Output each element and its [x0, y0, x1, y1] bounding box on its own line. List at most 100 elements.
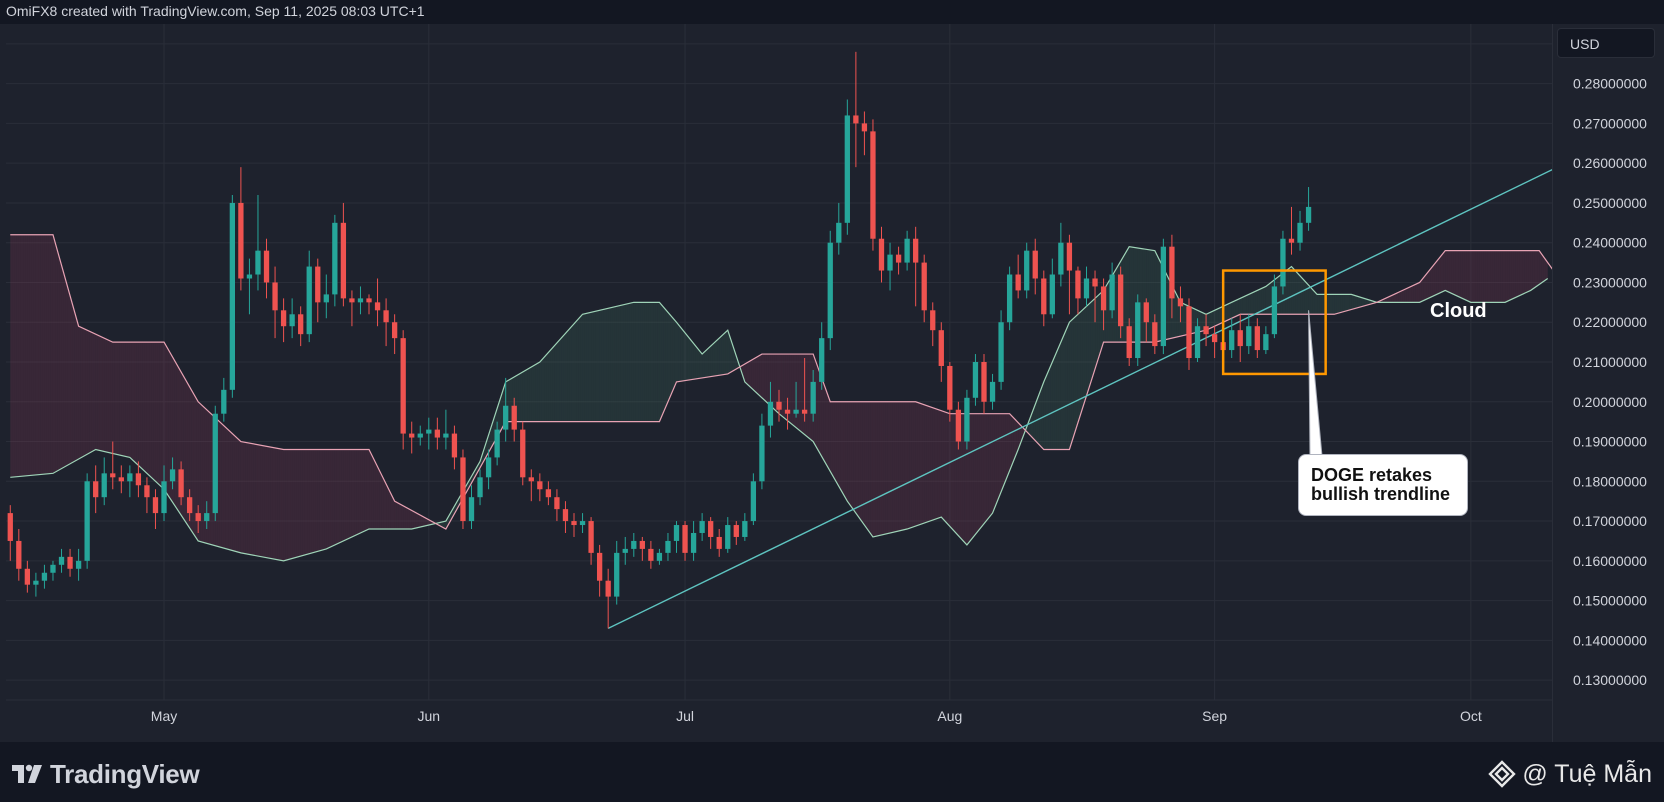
- cloud-fill-segment: [657, 302, 660, 422]
- cloud-fill-segment: [140, 342, 143, 470]
- cloud-fill-segment: [225, 427, 229, 550]
- cloud-fill-segment: [1235, 299, 1239, 317]
- cloud-fill-segment: [1528, 250, 1531, 292]
- cloud-fill-segment: [59, 257, 62, 470]
- currency-selector[interactable]: USD: [1557, 28, 1655, 58]
- cloud-fill-segment: [65, 280, 68, 467]
- cloud-fill-segment: [960, 413, 963, 541]
- cloud-fill-segment: [723, 332, 726, 375]
- cloud-fill-segment: [954, 413, 957, 534]
- cloud-fill-segment: [539, 359, 542, 422]
- candle-body-up: [614, 552, 620, 597]
- cloud-fill-segment: [1114, 268, 1117, 343]
- tradingview-logo[interactable]: TradingView: [10, 758, 200, 790]
- cloud-fill-segment: [292, 449, 295, 559]
- candle-body-down: [434, 429, 440, 438]
- cloud-fill-segment: [717, 338, 720, 376]
- cloud-fill-segment: [1150, 249, 1153, 343]
- cloud-fill-segment: [97, 335, 100, 451]
- cloud-fill-segment: [1408, 286, 1412, 303]
- cloud-fill-segment: [168, 349, 171, 499]
- candle-body-down: [870, 131, 876, 239]
- cloud-fill-segment: [1208, 312, 1211, 330]
- cloud-fill-segment: [1058, 342, 1061, 450]
- candle-body-down: [537, 481, 543, 490]
- y-tick-label: 0.28000000: [1573, 76, 1647, 92]
- cloud-fill-segment: [939, 409, 942, 518]
- candle-body-up: [323, 294, 329, 303]
- cloud-fill-segment: [1052, 357, 1055, 450]
- cloud-fill-segment: [552, 345, 555, 422]
- cloud-fill-segment: [779, 354, 782, 416]
- cloud-fill-segment: [879, 401, 882, 536]
- candle-body-down: [1254, 326, 1260, 351]
- cloud-fill-segment: [1496, 250, 1499, 303]
- candlestick-chart[interactable]: May Jun Jul Aug Sep Oct: [6, 24, 1552, 742]
- cloud-fill-segment: [620, 304, 624, 422]
- cloud-fill-segment: [1011, 415, 1014, 466]
- cloud-fill-segment: [966, 413, 970, 545]
- candle-body-down: [178, 469, 184, 498]
- candle-body-up: [212, 413, 218, 514]
- cloud-fill-segment: [117, 342, 120, 455]
- cloud-fill-segment: [1063, 332, 1066, 450]
- y-tick-label: 0.19000000: [1573, 434, 1647, 450]
- cloud-fill-segment: [418, 513, 421, 528]
- cloud-fill-segment: [574, 321, 577, 422]
- cloud-fill-segment: [354, 449, 357, 536]
- cloud-fill-segment: [304, 449, 308, 555]
- cloud-fill-segment: [247, 442, 250, 555]
- candle-body-down: [947, 365, 953, 410]
- cloud-fill-segment: [1436, 258, 1439, 295]
- cloud-fill-segment: [420, 515, 423, 528]
- cloud-fill-segment: [1361, 297, 1365, 307]
- candle-body-up: [827, 242, 833, 339]
- cloud-fill-segment: [561, 335, 564, 422]
- price-axis-ticks: 0.290000000.280000000.270000000.26000000…: [1573, 36, 1647, 688]
- cloud-fill-segment: [676, 322, 679, 382]
- cloud-fill-segment: [40, 234, 43, 475]
- candle-body-down: [861, 123, 868, 132]
- cloud-fill-segment: [189, 386, 192, 532]
- cloud-fill-segment: [864, 401, 867, 529]
- cloud-fill-segment: [1347, 294, 1350, 311]
- footer-bar: [0, 742, 1664, 802]
- cloud-fill-segment: [347, 449, 350, 539]
- cloud-fill-segment: [761, 354, 765, 400]
- cloud-fill-segment: [1534, 250, 1538, 288]
- cloud-fill-segment: [544, 354, 547, 422]
- cloud-fill-segment: [1050, 362, 1053, 450]
- cloud-fill-segment: [334, 449, 337, 545]
- candle-body-up: [332, 222, 338, 295]
- cloud-fill-segment: [898, 401, 901, 531]
- cloud-fill-segment: [828, 395, 831, 472]
- cloud-fill-segment: [851, 401, 854, 511]
- candle-body-down: [135, 473, 142, 486]
- cloud-fill-segment: [424, 517, 427, 527]
- cloud-fill-segment: [217, 419, 220, 547]
- cloud-fill-segment: [396, 502, 399, 530]
- chart-area[interactable]: May Jun Jul Aug Sep Oct: [6, 24, 1552, 742]
- cloud-fill-segment: [1041, 381, 1044, 450]
- candle-body-down: [7, 513, 13, 541]
- cloud-fill-segment: [593, 311, 596, 422]
- y-tick-label: 0.17000000: [1573, 513, 1647, 529]
- cloud-fill-segment: [484, 441, 487, 460]
- cloud-fill-segment: [1387, 296, 1390, 303]
- x-tick-label-oct: Oct: [1460, 708, 1482, 724]
- cloud-fill-segment: [1043, 376, 1046, 450]
- cloud-fill-segment: [597, 310, 600, 422]
- cloud-fill-segment: [164, 342, 167, 493]
- cloud-fill-segment: [872, 401, 876, 537]
- cloud-fill-segment: [18, 234, 21, 477]
- cloud-fill-segment: [1485, 250, 1488, 303]
- cloud-fill-segment: [1099, 292, 1102, 356]
- cloud-fill-segment: [860, 401, 863, 523]
- candle-body-up: [1058, 242, 1064, 275]
- cloud-fill-segment: [390, 492, 393, 530]
- cloud-fill-segment: [522, 370, 525, 422]
- cloud-fill-segment: [67, 288, 71, 465]
- candle-body-down: [938, 330, 944, 366]
- price-axis[interactable]: 0.290000000.280000000.270000000.26000000…: [1553, 24, 1664, 742]
- cloud-fill-segment: [1278, 274, 1281, 315]
